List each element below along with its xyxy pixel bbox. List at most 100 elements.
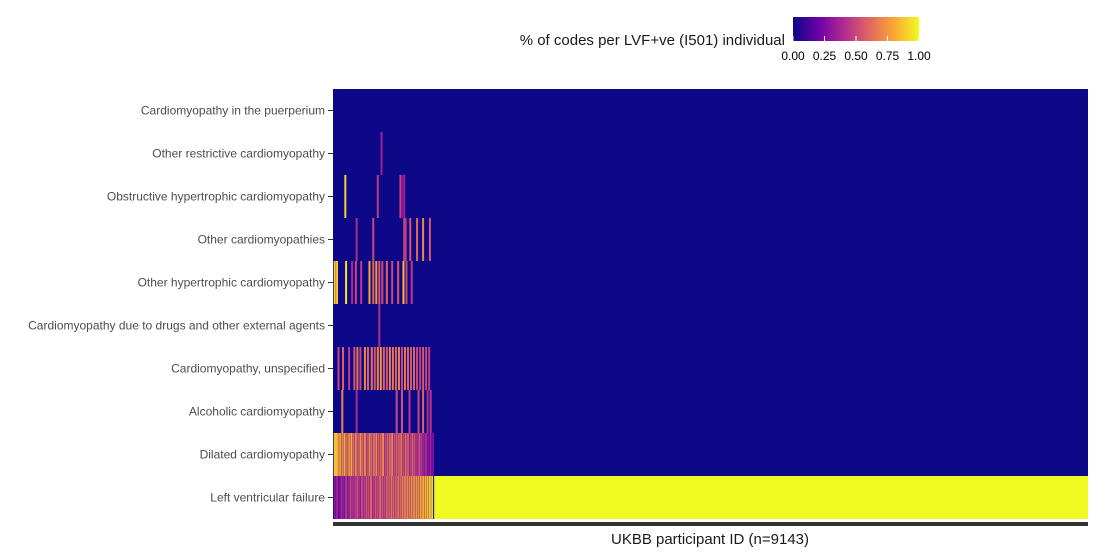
heatmap-cell (345, 433, 348, 476)
heatmap-cell (410, 261, 413, 304)
heatmap-cell (409, 433, 412, 476)
heatmap-cell (410, 476, 413, 519)
heatmap-cell (341, 390, 344, 433)
heatmap-cell (417, 390, 420, 433)
heatmap-cell (391, 347, 394, 390)
heatmap-cell (403, 347, 406, 390)
heatmap-cell (428, 347, 431, 390)
heatmap-cell (345, 261, 348, 304)
heatmap-cell (388, 347, 391, 390)
heatmap-cell (336, 261, 339, 304)
x-axis-label: UKBB participant ID (n=9143) (611, 531, 809, 548)
heatmap-cell (400, 390, 403, 433)
heatmap-cell (417, 476, 420, 519)
heatmap-cell (337, 347, 340, 390)
heatmap-cell (381, 261, 384, 304)
heatmap-cell (400, 433, 403, 476)
heatmap-cell (344, 175, 347, 218)
heatmap-cell (425, 347, 428, 390)
heatmap-cell (397, 261, 400, 304)
heatmap-cell (355, 218, 358, 261)
heatmap-cell (375, 433, 378, 476)
heatmap-cell (400, 347, 403, 390)
heatmap-cell (410, 347, 413, 390)
heatmap-cell (394, 476, 397, 519)
heatmap-cell (354, 476, 357, 519)
row-label: Cardiomyopathy, unspecified (171, 362, 325, 376)
legend-tick-label: 0.00 (781, 49, 805, 63)
heatmap-cell (385, 347, 388, 390)
heatmap-cell (384, 433, 387, 476)
heatmap-cell (351, 476, 354, 519)
heatmap-cell (382, 433, 385, 476)
heatmap-cell (397, 476, 400, 519)
heatmap-cell (429, 390, 432, 433)
heatmap-cell (406, 433, 409, 476)
heatmap-cell (409, 218, 412, 261)
heatmap-cell (428, 218, 431, 261)
heatmap-cell (403, 476, 406, 519)
heatmap-cell (386, 433, 389, 476)
heatmap-cell (357, 433, 360, 476)
heatmap-cell (419, 476, 422, 519)
heatmap-cell (413, 347, 416, 390)
heatmap-cell (402, 433, 405, 476)
heatmap-cell (373, 433, 376, 476)
legend-title: % of codes per LVF+ve (I501) individual (520, 32, 785, 49)
heatmap-cell (422, 390, 425, 433)
heatmap-cell (333, 476, 336, 519)
legend: % of codes per LVF+ve (I501) individual … (520, 17, 931, 63)
heatmap-cell (375, 261, 378, 304)
heatmap-cell (427, 433, 430, 476)
heatmap-cell (342, 476, 345, 519)
heatmap-cell (401, 476, 404, 519)
row-label: Left ventricular failure (210, 491, 325, 505)
heatmap-cell (395, 390, 398, 433)
row-label: Alcoholic cardiomyopathy (189, 405, 325, 419)
heatmap-cell (368, 261, 371, 304)
heatmap-cell (338, 476, 341, 519)
heatmap-cell (372, 261, 375, 304)
heatmap-cell (376, 175, 379, 218)
heatmap-cell (341, 433, 344, 476)
heatmap-cell (390, 476, 393, 519)
heatmap-cell (367, 476, 370, 519)
heatmap-cell (382, 347, 385, 390)
heatmap-cell (413, 433, 416, 476)
heatmap-cell (408, 390, 411, 433)
heatmap-cell (393, 433, 396, 476)
heatmap-cell (356, 476, 359, 519)
heatmap-cell (425, 433, 428, 476)
heatmap-cell (408, 476, 411, 519)
heatmap-cell (340, 476, 343, 519)
heatmap-cell (422, 433, 425, 476)
heatmap-cell (372, 218, 375, 261)
heatmap-cell (383, 476, 386, 519)
x-axis-line (333, 522, 1088, 526)
heatmap-cell (348, 347, 351, 390)
heatmap-cell (388, 476, 391, 519)
heatmap-cell (377, 433, 380, 476)
heatmap-cell (359, 433, 362, 476)
heatmap-cell (431, 476, 434, 519)
heatmap-cell (376, 347, 379, 390)
heatmap-cell (374, 476, 377, 519)
y-axis: Cardiomyopathy in the puerperium Other re… (28, 104, 333, 505)
heatmap-cell (369, 476, 372, 519)
heatmap-cell (379, 433, 382, 476)
heatmap-cell (428, 476, 431, 519)
heatmap-cell (347, 476, 350, 519)
heatmap-cell (399, 476, 402, 519)
heatmap-cell (336, 433, 339, 476)
heatmap-cell (385, 476, 388, 519)
heatmap-cell (339, 433, 342, 476)
heatmap-cell (402, 261, 405, 304)
heatmap-cell (336, 476, 339, 519)
heatmap-cell (379, 347, 382, 390)
heatmap-cell (365, 476, 368, 519)
heatmap-cell (352, 433, 355, 476)
heatmap-cell (419, 347, 422, 390)
heatmap-cell (353, 347, 356, 390)
heatmap-cell (335, 433, 338, 476)
